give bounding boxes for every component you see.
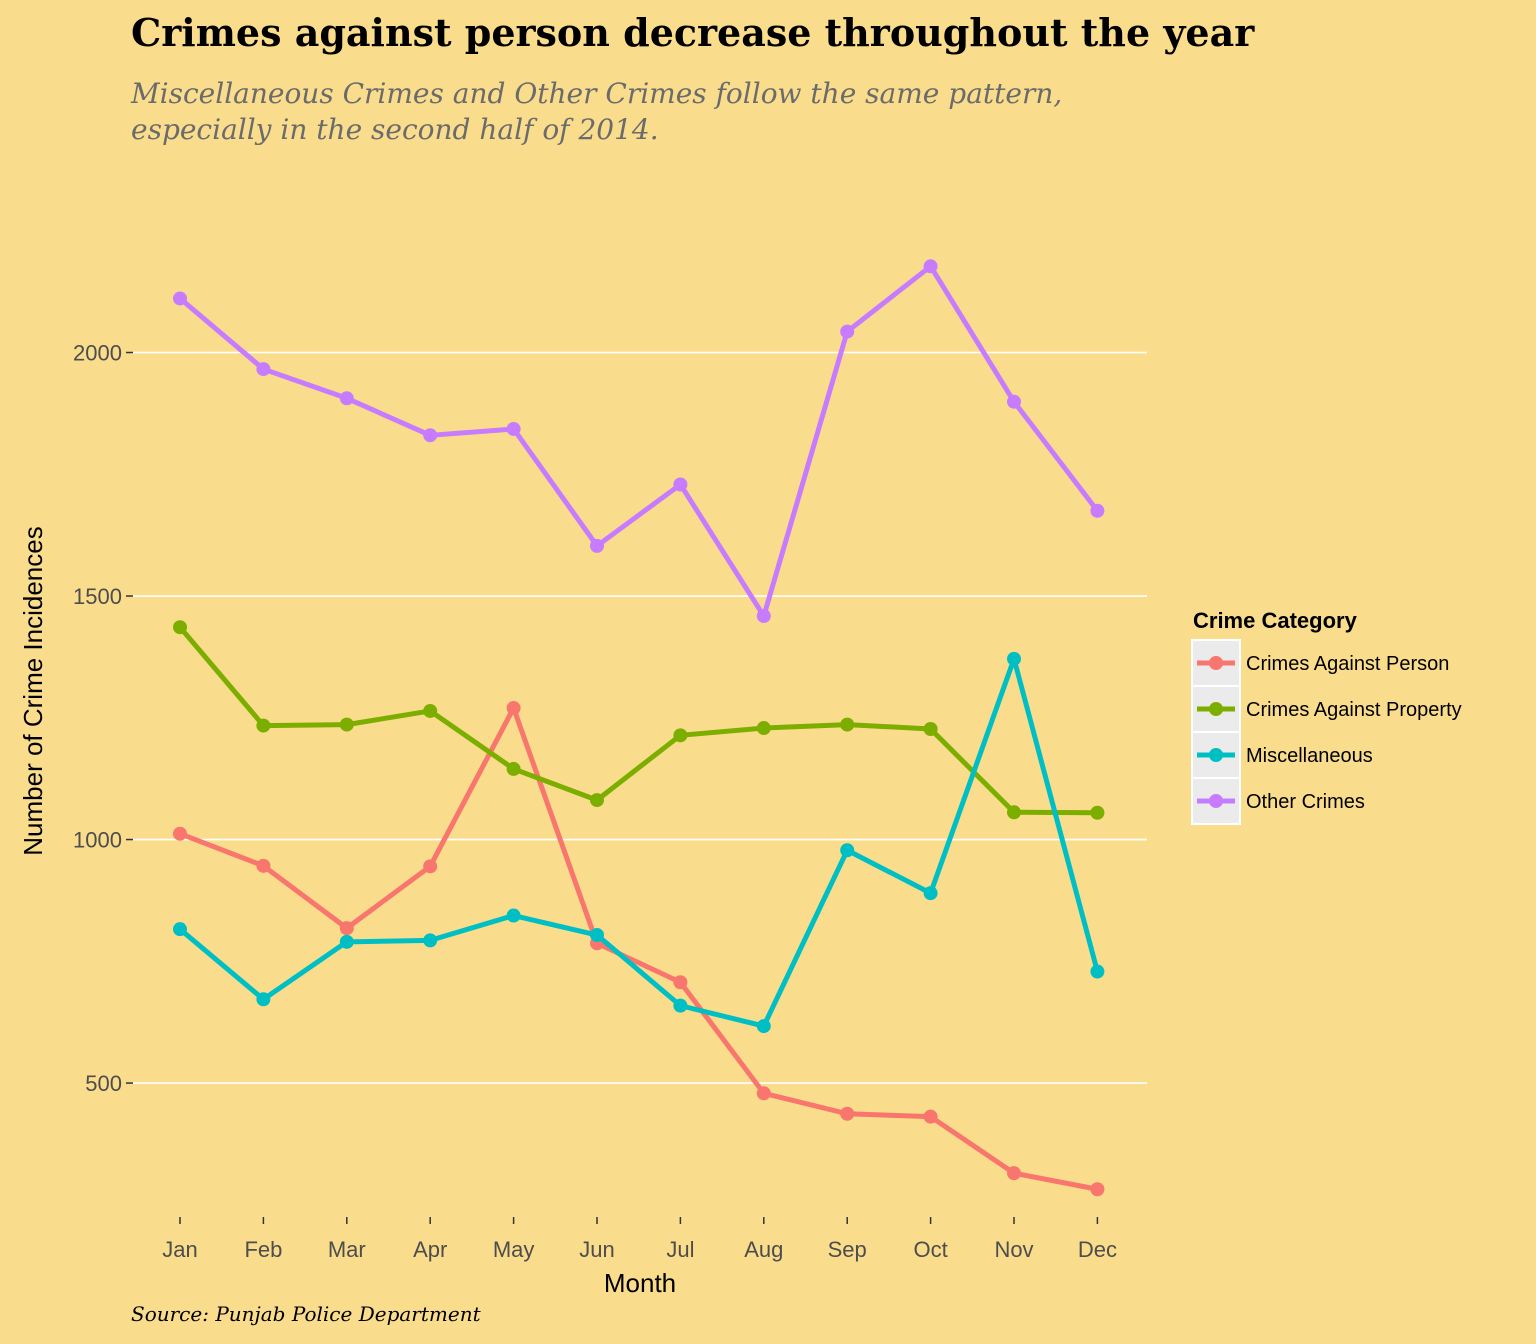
x-tick-label: May [493,1237,535,1262]
data-point [173,826,187,841]
data-point [339,717,354,732]
series-line [177,656,1100,1029]
data-point [256,718,271,733]
data-point [923,886,938,901]
series-lines [173,259,1105,1197]
legend-key-point [1209,656,1223,670]
chart-title: Crimes against person decrease throughou… [131,10,1255,55]
x-tick-label: Jul [666,1237,694,1262]
data-point [173,291,187,306]
source-caption: Source: Punjab Police Department [131,1302,481,1326]
data-point [590,928,604,943]
data-point [673,477,688,492]
legend-item: Crimes Against Property [1191,685,1462,733]
y-axis-title: Number of Crime Incidences [18,526,48,855]
series-crimes-against-property [173,620,1105,820]
legend-label: Crimes Against Property [1246,699,1462,721]
data-point [423,933,438,948]
data-point [756,608,771,623]
data-point [673,975,688,990]
data-point [840,1106,855,1121]
data-point [1007,805,1021,820]
series-line [177,624,1100,816]
y-tick-label: 1000 [73,828,122,853]
data-point [923,259,938,274]
data-point [339,934,354,949]
data-point [506,421,521,436]
x-tick-label: Jan [162,1237,197,1262]
data-point [840,717,855,732]
x-axis-ticks: Jan Feb Mar Apr May Jun Jul Aug Sep Oct Nov Dec [162,1217,1117,1262]
series-miscellaneous [173,651,1105,1034]
data-point [339,921,354,936]
data-point [256,992,271,1007]
subtitle-line-1: Miscellaneous Crimes and Other Crimes fo… [131,77,1063,110]
data-point [1090,503,1105,518]
data-point [506,701,521,716]
legend-label: Other Crimes [1246,791,1365,813]
y-tick-label: 2000 [73,341,122,366]
data-point [423,428,438,443]
legend-label: Miscellaneous [1246,745,1373,767]
data-point [423,703,438,718]
series-crimes-against-person [173,701,1105,1197]
data-point [173,620,187,635]
data-point [756,1086,771,1101]
grid-lines [133,351,1147,1084]
y-tick-label: 1500 [73,584,122,609]
x-tick-label: Jun [579,1237,614,1262]
data-point [1007,394,1021,409]
x-tick-label: Apr [413,1237,447,1262]
data-point [923,721,938,736]
data-point [506,761,521,776]
data-point [673,998,688,1013]
y-axis-ticks: 500 1000 1500 2000 [73,341,133,1096]
legend: Crime Category Crimes Against Person Crim… [1191,608,1462,825]
data-point [840,843,855,858]
x-tick-label: Sep [828,1237,867,1262]
x-tick-label: Feb [244,1237,282,1262]
data-point [1007,1166,1021,1181]
data-point [590,793,604,808]
x-tick-label: Mar [328,1237,366,1262]
data-point [840,324,855,339]
data-point [1090,805,1105,820]
legend-key-point [1209,702,1223,716]
data-point [673,728,688,743]
data-point [339,391,354,406]
legend-key-point [1209,794,1223,808]
legend-item: Miscellaneous [1191,731,1373,779]
data-point [423,859,438,874]
y-tick-label: 500 [85,1071,122,1096]
legend-item: Crimes Against Person [1191,639,1449,687]
x-axis-title: Month [604,1268,676,1298]
data-point [1090,1182,1105,1197]
legend-title: Crime Category [1193,608,1358,633]
data-point [1007,651,1021,666]
data-point [756,1019,771,1034]
x-tick-label: Aug [744,1237,783,1262]
x-tick-label: Dec [1078,1237,1117,1262]
legend-key-point [1209,748,1223,762]
data-point [756,721,771,736]
chart-subtitle: Miscellaneous Crimes and Other Crimes fo… [131,76,1062,148]
data-point [256,362,271,377]
data-point [506,908,521,923]
series-line [177,263,1100,619]
legend-label: Crimes Against Person [1246,653,1449,675]
series-other-crimes [173,259,1105,623]
subtitle-line-2: especially in the second half of 2014. [131,113,659,146]
data-point [923,1109,938,1124]
series-line [177,705,1100,1192]
x-tick-label: Nov [994,1237,1033,1262]
data-point [256,858,271,873]
data-point [173,922,187,937]
data-point [1090,964,1105,979]
x-tick-label: Oct [913,1237,947,1262]
data-point [590,538,604,553]
legend-item: Other Crimes [1191,777,1365,825]
